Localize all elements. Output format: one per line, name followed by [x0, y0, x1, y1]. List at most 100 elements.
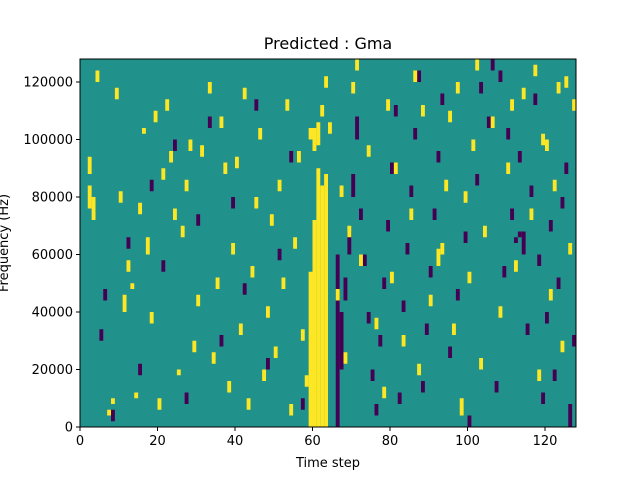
- heatmap-cell-low: [564, 162, 569, 174]
- heatmap-cell-low: [428, 266, 433, 278]
- heatmap-cell-high: [246, 398, 251, 410]
- heatmap-cell-low: [401, 300, 406, 312]
- heatmap-cell-high: [545, 139, 549, 151]
- heatmap-cell-high: [510, 99, 515, 111]
- heatmap-cell-high: [122, 294, 127, 312]
- heatmap-cell-high: [351, 82, 356, 94]
- heatmap-cell-low: [506, 128, 511, 140]
- heatmap-cell-high: [409, 208, 414, 220]
- heatmap-cell-high: [169, 151, 174, 163]
- heatmap-cell-low: [409, 185, 414, 197]
- heatmap-cell-high: [161, 168, 166, 180]
- heatmap-cell-low: [436, 151, 441, 163]
- y-tick-label: 40000: [32, 306, 73, 321]
- heatmap-cell-low: [231, 197, 236, 209]
- heatmap-cells: [80, 59, 577, 427]
- heatmap-cell-low: [572, 335, 577, 347]
- heatmap-cell-high: [324, 174, 329, 427]
- heatmap-cell-low: [568, 404, 573, 427]
- heatmap-cell-high: [308, 271, 313, 427]
- heatmap-cell-high: [223, 162, 228, 174]
- heatmap-cell-high: [390, 271, 394, 284]
- heatmap-cell-low: [479, 82, 484, 94]
- heatmap-cell-high: [483, 225, 487, 238]
- heatmap-cell-low: [486, 116, 491, 128]
- heatmap-cell-high: [359, 254, 363, 266]
- heatmap-cell-low: [475, 174, 480, 186]
- heatmap-cell-high: [560, 340, 565, 353]
- heatmap-cell-low: [517, 151, 522, 163]
- heatmap-cell-high: [328, 122, 332, 134]
- heatmap-cell-high: [312, 128, 317, 151]
- heatmap-cell-high: [250, 266, 255, 278]
- heatmap-cell-high: [281, 277, 286, 289]
- heatmap-cell-high: [506, 162, 511, 174]
- heatmap-cell-high: [401, 335, 406, 347]
- heatmap-cell-high: [114, 87, 119, 100]
- heatmap-cell-high: [180, 225, 185, 238]
- heatmap-cell-low: [455, 289, 460, 301]
- heatmap-cell-high: [149, 312, 154, 324]
- heatmap-cell-low: [343, 277, 348, 301]
- heatmap-cell-low: [405, 243, 410, 255]
- heatmap-cell-low: [138, 363, 143, 376]
- heatmap-cell-low: [424, 323, 429, 335]
- heatmap-cell-low: [359, 208, 363, 220]
- heatmap-cell-high: [440, 243, 445, 255]
- y-tick-label: 60000: [32, 248, 73, 263]
- heatmap-cell-low: [498, 70, 503, 82]
- heatmap-cell-high: [95, 70, 100, 82]
- heatmap-cell-high: [242, 87, 247, 100]
- y-tick-label: 100000: [23, 133, 73, 148]
- heatmap-cell-high: [219, 116, 224, 128]
- heatmap-cell-high: [138, 202, 143, 215]
- heatmap-cell-high: [165, 99, 170, 111]
- heatmap-cell-high: [459, 398, 464, 416]
- heatmap-cell-low: [184, 392, 189, 404]
- heatmap-cell-low: [525, 323, 530, 335]
- heatmap-cell-high: [277, 179, 282, 192]
- heatmap-cell-high: [475, 59, 480, 71]
- heatmap-cell-high: [107, 409, 112, 416]
- heatmap-cell-low: [421, 381, 425, 393]
- heatmap-cell-high: [374, 317, 379, 330]
- heatmap-cell-low: [347, 231, 352, 255]
- heatmap-cell-high: [134, 392, 139, 399]
- heatmap-cell-high: [316, 168, 321, 427]
- heatmap-cell-high: [448, 110, 453, 123]
- y-axis-title: Frequency (Hz): [0, 194, 12, 292]
- heatmap-cell-high: [285, 99, 290, 111]
- heatmap-cell-low: [242, 283, 247, 295]
- heatmap-cell-high: [231, 243, 236, 255]
- heatmap-cell-high: [273, 346, 278, 358]
- heatmap-cell-low: [533, 93, 538, 105]
- heatmap-cell-high: [552, 179, 557, 192]
- heatmap-cell-low: [266, 358, 270, 370]
- heatmap-cell-low: [393, 105, 398, 117]
- heatmap-cell-high: [343, 352, 348, 364]
- heatmap-cell-high: [479, 358, 484, 370]
- heatmap-cell-high: [238, 323, 243, 335]
- heatmap-cell-high: [184, 179, 189, 192]
- heatmap-cell-high: [173, 208, 177, 220]
- heatmap-cell-high: [126, 260, 131, 272]
- heatmap-cell-high: [145, 237, 150, 255]
- y-tick-label: 20000: [32, 363, 73, 378]
- heatmap-cell-low: [149, 179, 154, 192]
- heatmap-cell-high: [320, 185, 325, 427]
- heatmap-cell-high: [87, 185, 92, 209]
- y-tick-label: 120000: [23, 76, 73, 91]
- heatmap-cell-high: [235, 156, 239, 169]
- heatmap-cell-low: [277, 248, 282, 261]
- heatmap-cell-low: [548, 220, 553, 232]
- heatmap-cell-high: [541, 133, 546, 146]
- heatmap-cell-high: [258, 128, 263, 140]
- heatmap-cell-low: [541, 392, 546, 404]
- heatmap-cell-high: [266, 306, 270, 318]
- heatmap-cell-high: [417, 363, 422, 376]
- x-axis-title: Time step: [295, 456, 360, 471]
- heatmap-cell-high: [568, 243, 573, 255]
- x-tick-label: 60: [304, 434, 321, 449]
- heatmap-cell-high: [556, 82, 561, 94]
- heatmap-cell-high: [564, 76, 569, 88]
